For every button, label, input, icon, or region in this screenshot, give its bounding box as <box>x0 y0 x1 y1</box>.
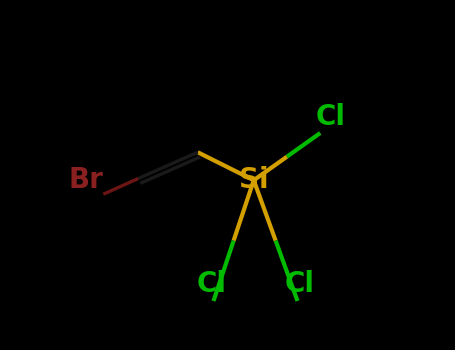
Text: Cl: Cl <box>197 270 227 298</box>
Text: Si: Si <box>239 166 268 194</box>
Text: Cl: Cl <box>284 270 314 298</box>
Text: Br: Br <box>68 166 103 194</box>
Text: Cl: Cl <box>316 103 346 131</box>
